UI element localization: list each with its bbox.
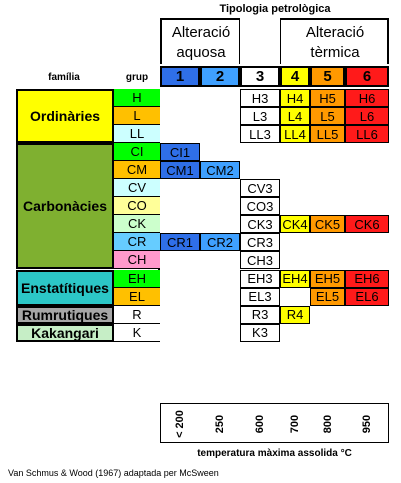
group-co: CO xyxy=(114,197,160,216)
cell-ck6: CK6 xyxy=(345,215,389,234)
cell-cm2: CM2 xyxy=(200,161,240,180)
cell-r3: R3 xyxy=(240,305,280,324)
group-r: R xyxy=(114,305,160,324)
aqueous-header-label: Alteració aquosa xyxy=(171,24,231,61)
cell-cr3: CR3 xyxy=(240,233,280,252)
type-header-5: 5 xyxy=(310,66,345,87)
cell-el5: EL5 xyxy=(310,287,345,306)
group-ll: LL xyxy=(114,125,160,144)
temperature-tick-4: 800 xyxy=(321,414,334,434)
family-enstatítiques: Enstatítiques xyxy=(16,269,114,306)
group-column-header: grup xyxy=(125,72,149,83)
family-carbonàcies: Carbonàcies xyxy=(16,143,114,270)
aqueous-header-box: Alteració aquosa xyxy=(160,18,240,64)
source-citation: Van Schmus & Wood (1967) adaptada per Mc… xyxy=(8,468,219,478)
family-rumrutiques: Rumrutiques xyxy=(16,305,114,324)
temperature-axis-box xyxy=(160,403,389,443)
group-h: H xyxy=(114,89,160,108)
cell-eh6: EH6 xyxy=(345,269,389,288)
group-ck: CK xyxy=(114,215,160,234)
type-header-3: 3 xyxy=(240,66,280,87)
cell-ll4: LL4 xyxy=(280,125,310,144)
group-eh: EH xyxy=(114,269,160,288)
cell-ch3: CH3 xyxy=(240,251,280,270)
cell-co3: CO3 xyxy=(240,197,280,216)
cell-ll6: LL6 xyxy=(345,125,389,144)
cell-cr2: CR2 xyxy=(200,233,240,252)
temperature-tick-1: 250 xyxy=(214,414,226,434)
thermal-header-box: Alteració tèrmica xyxy=(280,18,389,64)
cell-cv3: CV3 xyxy=(240,179,280,198)
temperature-tick-5: 950 xyxy=(361,414,373,434)
chart-title: Tipologia petrològica xyxy=(219,3,331,15)
group-ci: CI xyxy=(114,143,160,162)
group-cm: CM xyxy=(114,161,160,180)
cell-k3: K3 xyxy=(240,323,280,342)
cell-l6: L6 xyxy=(345,107,389,126)
cell-eh3: EH3 xyxy=(240,269,280,288)
cell-ck5: CK5 xyxy=(310,215,345,234)
family-column-header: família xyxy=(48,72,80,83)
group-l: L xyxy=(114,107,160,126)
cell-r4: R4 xyxy=(280,305,310,324)
cell-h3: H3 xyxy=(240,89,280,108)
temperature-tick-0: < 200 xyxy=(174,410,186,438)
type-header-1: 1 xyxy=(160,66,200,87)
cell-ck4: CK4 xyxy=(280,215,310,234)
cell-el3: EL3 xyxy=(240,287,280,306)
type-header-6: 6 xyxy=(345,66,389,87)
temperature-tick-3: 700 xyxy=(289,414,301,434)
group-cv: CV xyxy=(114,179,160,198)
family-ordinàries: Ordinàries xyxy=(16,89,114,144)
family-kakangari: Kakangari xyxy=(16,323,114,342)
cell-h4: H4 xyxy=(280,89,310,108)
group-cr: CR xyxy=(114,233,160,252)
cell-cm1: CM1 xyxy=(160,161,200,180)
cell-el6: EL6 xyxy=(345,287,389,306)
cell-ll3: LL3 xyxy=(240,125,280,144)
cell-ck3: CK3 xyxy=(240,215,280,234)
temperature-axis-label: temperatura màxima assolida °C xyxy=(197,448,352,459)
group-el: EL xyxy=(114,287,160,306)
group-ch: CH xyxy=(114,251,160,270)
type-header-4: 4 xyxy=(280,66,310,87)
cell-cr1: CR1 xyxy=(160,233,200,252)
cell-ci1: CI1 xyxy=(160,143,200,162)
cell-l4: L4 xyxy=(280,107,310,126)
temperature-tick-2: 600 xyxy=(254,414,266,434)
cell-eh4: EH4 xyxy=(280,269,310,288)
thermal-header-label: Alteració tèrmica xyxy=(305,24,365,61)
cell-h6: H6 xyxy=(345,89,389,108)
cell-l3: L3 xyxy=(240,107,280,126)
cell-eh5: EH5 xyxy=(310,269,345,288)
group-k: K xyxy=(114,323,160,342)
type-header-2: 2 xyxy=(200,66,240,87)
cell-h5: H5 xyxy=(310,89,345,108)
cell-ll5: LL5 xyxy=(310,125,345,144)
cell-l5: L5 xyxy=(310,107,345,126)
